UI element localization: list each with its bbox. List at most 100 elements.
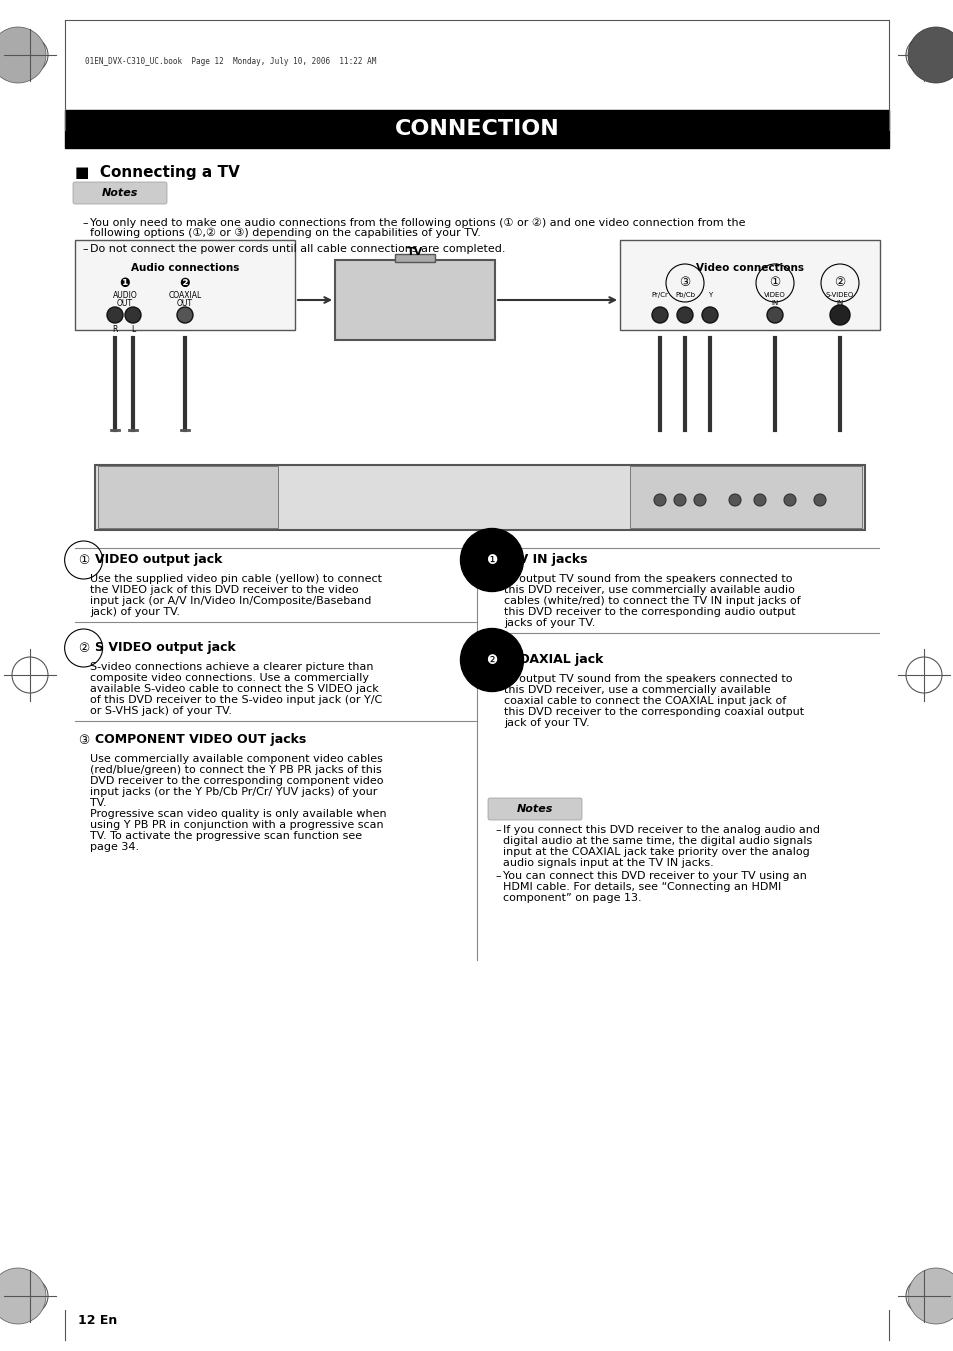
Text: the VIDEO jack of this DVD receiver to the video: the VIDEO jack of this DVD receiver to t… bbox=[90, 585, 358, 594]
Text: –: – bbox=[495, 871, 500, 881]
Circle shape bbox=[728, 494, 740, 507]
Circle shape bbox=[673, 494, 685, 507]
Text: L: L bbox=[131, 326, 135, 335]
Circle shape bbox=[677, 307, 692, 323]
Text: Notes: Notes bbox=[102, 188, 138, 199]
Text: Use the supplied video pin cable (yellow) to connect: Use the supplied video pin cable (yellow… bbox=[90, 574, 381, 584]
Text: input jack (or A/V In/Video In/Composite/Baseband: input jack (or A/V In/Video In/Composite… bbox=[90, 596, 371, 607]
Text: this DVD receiver to the corresponding coaxial output: this DVD receiver to the corresponding c… bbox=[503, 707, 803, 717]
Text: ②: ② bbox=[834, 277, 844, 289]
Bar bbox=[395, 254, 435, 262]
Text: Progressive scan video quality is only available when: Progressive scan video quality is only a… bbox=[90, 809, 386, 819]
Circle shape bbox=[177, 307, 193, 323]
Text: Pb/Cb: Pb/Cb bbox=[675, 292, 695, 299]
Text: digital audio at the same time, the digital audio signals: digital audio at the same time, the digi… bbox=[502, 836, 811, 846]
Circle shape bbox=[651, 307, 667, 323]
Text: ■  Connecting a TV: ■ Connecting a TV bbox=[75, 165, 239, 180]
Text: cables (white/red) to connect the TV IN input jacks of: cables (white/red) to connect the TV IN … bbox=[503, 596, 800, 607]
Text: coaxial cable to connect the COAXIAL input jack of: coaxial cable to connect the COAXIAL inp… bbox=[503, 696, 785, 707]
Circle shape bbox=[753, 494, 765, 507]
FancyBboxPatch shape bbox=[73, 182, 167, 204]
Circle shape bbox=[701, 307, 718, 323]
Text: jack) of your TV.: jack) of your TV. bbox=[90, 607, 180, 617]
Text: If you connect this DVD receiver to the analog audio and: If you connect this DVD receiver to the … bbox=[502, 825, 820, 835]
Text: ①: ① bbox=[768, 277, 780, 289]
Text: this DVD receiver, use a commercially available: this DVD receiver, use a commercially av… bbox=[503, 685, 770, 694]
Text: this DVD receiver to the corresponding audio output: this DVD receiver to the corresponding a… bbox=[503, 607, 795, 617]
Text: S VIDEO output jack: S VIDEO output jack bbox=[95, 642, 235, 654]
Text: ❷: ❷ bbox=[486, 654, 497, 666]
Circle shape bbox=[907, 1269, 953, 1324]
FancyBboxPatch shape bbox=[488, 798, 581, 820]
Circle shape bbox=[0, 27, 46, 82]
Circle shape bbox=[907, 27, 953, 82]
Text: Audio connections: Audio connections bbox=[131, 263, 239, 273]
Bar bbox=[75, 240, 294, 330]
Text: ❶: ❶ bbox=[119, 277, 131, 289]
Text: COAXIAL jack: COAXIAL jack bbox=[510, 654, 602, 666]
Text: ②: ② bbox=[78, 642, 90, 654]
Bar bbox=[629, 466, 862, 528]
Circle shape bbox=[693, 494, 705, 507]
Text: ❶: ❶ bbox=[486, 554, 497, 566]
Text: AUDIO: AUDIO bbox=[112, 290, 137, 300]
Text: You only need to make one audio connections from the following options (① or ②) : You only need to make one audio connecti… bbox=[90, 218, 744, 228]
Text: OUT: OUT bbox=[117, 300, 132, 308]
Text: DVD receiver to the corresponding component video: DVD receiver to the corresponding compon… bbox=[90, 775, 383, 786]
Text: VIDEO output jack: VIDEO output jack bbox=[95, 554, 222, 566]
Text: To output TV sound from the speakers connected to: To output TV sound from the speakers con… bbox=[503, 574, 792, 584]
Text: –: – bbox=[82, 245, 88, 254]
Text: S-VIDEO: S-VIDEO bbox=[825, 292, 853, 299]
Text: composite video connections. Use a commercially: composite video connections. Use a comme… bbox=[90, 673, 369, 684]
Text: You can connect this DVD receiver to your TV using an: You can connect this DVD receiver to you… bbox=[502, 871, 806, 881]
Text: jack of your TV.: jack of your TV. bbox=[503, 717, 589, 728]
Text: TV.: TV. bbox=[90, 798, 107, 808]
Text: of this DVD receiver to the S-video input jack (or Y/C: of this DVD receiver to the S-video inpu… bbox=[90, 694, 382, 705]
Circle shape bbox=[125, 307, 141, 323]
Text: TV. To activate the progressive scan function see: TV. To activate the progressive scan fun… bbox=[90, 831, 362, 842]
Text: available S-video cable to connect the S VIDEO jack: available S-video cable to connect the S… bbox=[90, 684, 378, 694]
Text: CONNECTION: CONNECTION bbox=[395, 119, 558, 139]
Text: or S-VHS jack) of your TV.: or S-VHS jack) of your TV. bbox=[90, 707, 232, 716]
Circle shape bbox=[829, 305, 849, 326]
Bar bbox=[98, 466, 277, 528]
Text: COMPONENT VIDEO OUT jacks: COMPONENT VIDEO OUT jacks bbox=[95, 734, 306, 747]
Text: using Y PB PR in conjunction with a progressive scan: using Y PB PR in conjunction with a prog… bbox=[90, 820, 383, 830]
Text: page 34.: page 34. bbox=[90, 842, 139, 852]
Text: input jacks (or the Y Pb/Cb Pr/Cr/ YUV jacks) of your: input jacks (or the Y Pb/Cb Pr/Cr/ YUV j… bbox=[90, 788, 377, 797]
Circle shape bbox=[766, 307, 782, 323]
Text: Do not connect the power cords until all cable connections are completed.: Do not connect the power cords until all… bbox=[90, 245, 505, 254]
Text: VIDEO: VIDEO bbox=[763, 292, 785, 299]
Text: –: – bbox=[82, 218, 88, 228]
Bar bbox=[95, 465, 864, 530]
Text: ❷: ❷ bbox=[179, 277, 190, 289]
Text: Video connections: Video connections bbox=[696, 263, 803, 273]
Text: component” on page 13.: component” on page 13. bbox=[502, 893, 641, 902]
Text: Use commercially available component video cables: Use commercially available component vid… bbox=[90, 754, 382, 765]
Bar bbox=[619, 240, 879, 330]
Text: this DVD receiver, use commercially available audio: this DVD receiver, use commercially avai… bbox=[503, 585, 794, 594]
Text: COAXIAL: COAXIAL bbox=[168, 290, 201, 300]
Text: IN: IN bbox=[836, 300, 842, 305]
Text: Pr/Cr: Pr/Cr bbox=[651, 292, 668, 299]
Text: 12 En: 12 En bbox=[78, 1313, 117, 1327]
Text: (red/blue/green) to connect the Y PB PR jacks of this: (red/blue/green) to connect the Y PB PR … bbox=[90, 765, 381, 775]
Bar bbox=[335, 259, 495, 340]
Text: input at the COAXIAL jack take priority over the analog: input at the COAXIAL jack take priority … bbox=[502, 847, 809, 857]
Text: IN: IN bbox=[771, 300, 778, 305]
Circle shape bbox=[107, 307, 123, 323]
Text: Notes: Notes bbox=[517, 804, 553, 815]
Text: To output TV sound from the speakers connected to: To output TV sound from the speakers con… bbox=[503, 674, 792, 684]
Text: Y: Y bbox=[707, 292, 711, 299]
Text: jacks of your TV.: jacks of your TV. bbox=[503, 617, 595, 628]
Text: ①: ① bbox=[78, 554, 90, 566]
Text: ③: ③ bbox=[679, 277, 690, 289]
Text: S-video connections achieve a clearer picture than: S-video connections achieve a clearer pi… bbox=[90, 662, 374, 671]
Circle shape bbox=[654, 494, 665, 507]
Text: –: – bbox=[495, 825, 500, 835]
Text: TV IN jacks: TV IN jacks bbox=[510, 554, 587, 566]
Text: R: R bbox=[112, 326, 117, 335]
Text: audio signals input at the TV IN jacks.: audio signals input at the TV IN jacks. bbox=[502, 858, 713, 867]
Circle shape bbox=[0, 1269, 46, 1324]
Bar bbox=[65, 109, 888, 149]
